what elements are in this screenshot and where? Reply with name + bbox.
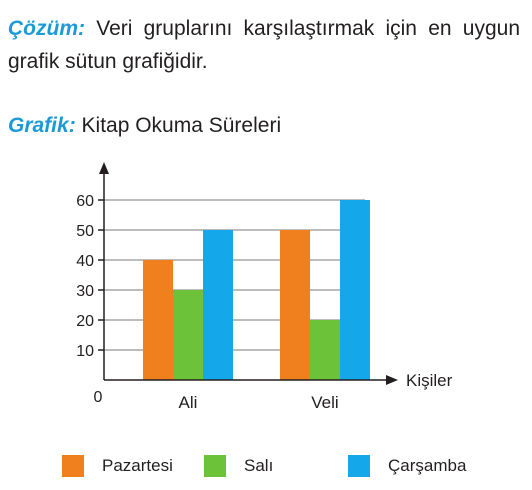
graph-heading: Grafik: Kitap Okuma Süreleri — [8, 112, 281, 140]
bars — [143, 200, 370, 380]
solution-text: Veri gruplarını karşılaştırmak için en u… — [8, 17, 520, 73]
legend-swatch — [62, 455, 84, 477]
origin-label: 0 — [94, 389, 103, 406]
chart-title: Kitap Okuma Süreleri — [75, 114, 282, 137]
legend: Pazartesi Salı Çarşamba — [0, 452, 532, 480]
bar-veli-3 — [340, 200, 370, 380]
legend-item: Pazartesi — [62, 452, 173, 480]
legend-label: Çarşamba — [388, 456, 467, 475]
legend-swatch — [348, 455, 370, 477]
y-tick-label: 40 — [76, 253, 94, 270]
bar-veli-2 — [310, 320, 340, 380]
bar-ali-1 — [143, 260, 173, 380]
x-axis-arrow — [386, 375, 398, 385]
x-category-label: Veli — [311, 393, 338, 412]
solution-paragraph: Çözüm: Veri gruplarını karşılaştırmak iç… — [8, 12, 520, 78]
solution-label: Çözüm: — [8, 17, 85, 40]
bar-ali-2 — [173, 290, 203, 380]
y-tick-label: 50 — [76, 223, 94, 240]
bar-veli-1 — [280, 230, 310, 380]
y-tick-label: 60 — [76, 193, 94, 210]
axis-labels: 10 20 30 40 50 60 Ali Veli 0 Kişiler — [76, 193, 452, 412]
y-tick-label: 10 — [76, 343, 94, 360]
legend-label: Pazartesi — [102, 456, 173, 475]
graph-label: Grafik: — [8, 114, 76, 137]
bar-chart: 10 20 30 40 50 60 Ali Veli 0 Kişiler — [76, 162, 453, 412]
y-tick-label: 20 — [76, 313, 94, 330]
legend-item: Salı — [204, 452, 273, 480]
y-axis-arrow — [99, 162, 109, 174]
x-category-label: Ali — [179, 393, 198, 412]
bar-ali-3 — [203, 230, 233, 380]
legend-item: Çarşamba — [348, 452, 466, 480]
y-tick-label: 30 — [76, 283, 94, 300]
x-axis-title: Kişiler — [406, 371, 453, 390]
axes — [98, 162, 398, 385]
legend-swatch — [204, 455, 226, 477]
legend-label: Salı — [244, 456, 274, 475]
